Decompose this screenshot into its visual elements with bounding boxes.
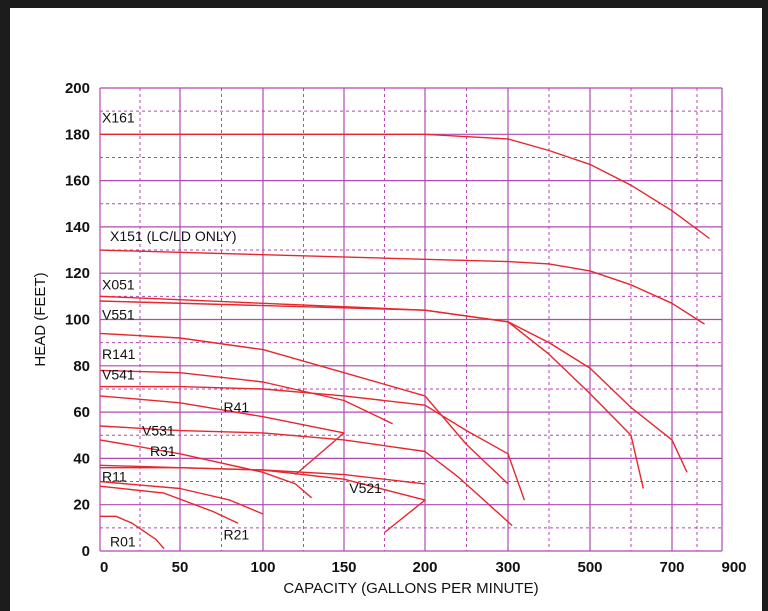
curve-label: R01 [110, 533, 136, 549]
curve-v521 [100, 467, 426, 485]
y-tick-label: 80 [73, 358, 90, 375]
curve-label: X151 (LC/LD ONLY) [110, 228, 237, 244]
x-tick-label: 150 [331, 559, 356, 576]
y-tick-label: 40 [73, 450, 90, 467]
curve-v551 [99, 300, 644, 489]
curve-r21 [99, 485, 239, 524]
curve-r141 [99, 369, 393, 425]
curve-label: R11 [102, 469, 127, 485]
y-axis-title: HEAD (FEET) [32, 272, 49, 366]
curve-label: R141 [102, 346, 136, 362]
y-tick-label: 0 [82, 543, 90, 560]
curve-label: X051 [102, 276, 135, 292]
x-axis-title: CAPACITY (GALLONS PER MINUTE) [283, 580, 538, 597]
x-tick-label: 0 [100, 559, 108, 576]
curve-label: V521 [349, 480, 382, 496]
y-tick-label: 160 [65, 173, 90, 190]
curve-v541 [100, 385, 526, 501]
curve-label: R41 [224, 399, 250, 415]
head-capacity-chart: X161 X151 (LC/LD ONLY) X051 V551 R141 V541 R41… [32, 80, 747, 597]
curve-label: X161 [102, 110, 135, 126]
curve-x151-lc-ld-only- [99, 249, 705, 325]
y-tick-label: 140 [65, 219, 90, 236]
x-tick-label: 700 [659, 559, 684, 576]
y-tick-label: 20 [73, 497, 90, 514]
curve-label: V551 [102, 307, 135, 323]
curve-label: V541 [102, 367, 135, 383]
curve-unlabeled-4 [99, 332, 509, 485]
curve-v531 [99, 425, 513, 527]
curve-x051 [99, 295, 688, 473]
curve-label: R21 [224, 526, 250, 542]
x-tick-label: 500 [577, 559, 602, 576]
chart-panel: X161 X151 (LC/LD ONLY) X051 V551 R141 V541 R41… [10, 8, 762, 611]
y-tick-label: 120 [65, 265, 90, 282]
x-tick-label: 900 [721, 559, 746, 576]
x-tick-label: 200 [412, 559, 437, 576]
curve-x161 [100, 133, 710, 240]
y-tick-label: 100 [65, 312, 90, 329]
curve-label: R31 [150, 443, 176, 459]
y-tick-label: 180 [65, 126, 90, 143]
x-tick-label: 50 [172, 559, 189, 576]
x-tick-label: 300 [495, 559, 520, 576]
curve-r11 [99, 480, 264, 515]
y-tick-label: 200 [65, 80, 90, 97]
y-tick-label: 60 [73, 404, 90, 421]
curve-r41 [99, 395, 345, 476]
curve-label: V531 [142, 422, 175, 438]
curve-r01 [100, 515, 165, 550]
x-tick-label: 100 [250, 559, 275, 576]
curve-r31 [99, 439, 313, 499]
